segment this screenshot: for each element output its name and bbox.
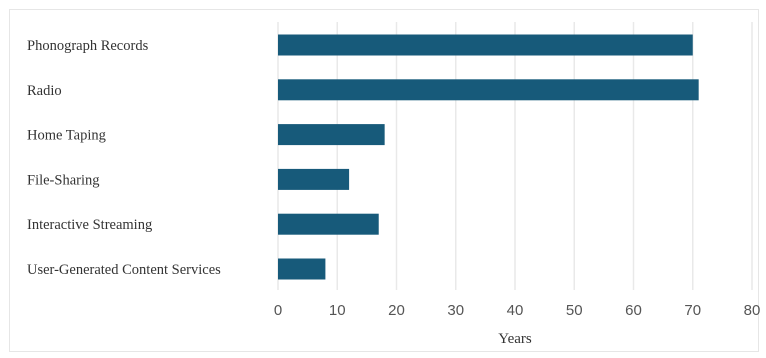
x-axis-title: Years: [498, 331, 532, 347]
bars: [278, 34, 699, 280]
x-tick-label-70: 70: [684, 302, 701, 319]
bar-home-taping: [278, 124, 385, 146]
category-label-phonograph-records: Phonograph Records: [27, 38, 149, 54]
bar-phonograph-records: [278, 34, 693, 56]
bar-radio: [278, 79, 699, 101]
x-tick-label-60: 60: [625, 302, 642, 319]
bar-interactive-streaming: [278, 213, 379, 235]
x-tick-label-10: 10: [329, 302, 346, 319]
category-label-user-generated-content-services: User-Generated Content Services: [27, 262, 221, 278]
x-tick-label-0: 0: [274, 302, 282, 319]
bar-file-sharing: [278, 168, 350, 190]
x-tick-label-50: 50: [566, 302, 583, 319]
category-label-radio: Radio: [27, 83, 62, 99]
category-labels: Phonograph Records Radio Home Taping File-S…: [27, 38, 221, 278]
x-tick-label-30: 30: [447, 302, 464, 319]
x-tick-label-20: 20: [388, 302, 405, 319]
bar-user-generated-content-services: [278, 258, 326, 280]
category-label-file-sharing: File-Sharing: [27, 172, 100, 188]
x-tick-labels: 0 10 20 30 40 50 60 70 80: [274, 302, 761, 319]
x-tick-label-80: 80: [744, 302, 761, 319]
category-label-interactive-streaming: Interactive Streaming: [27, 217, 152, 233]
grid-lines: [277, 22, 753, 290]
x-tick-label-40: 40: [507, 302, 524, 319]
category-label-home-taping: Home Taping: [27, 128, 106, 144]
